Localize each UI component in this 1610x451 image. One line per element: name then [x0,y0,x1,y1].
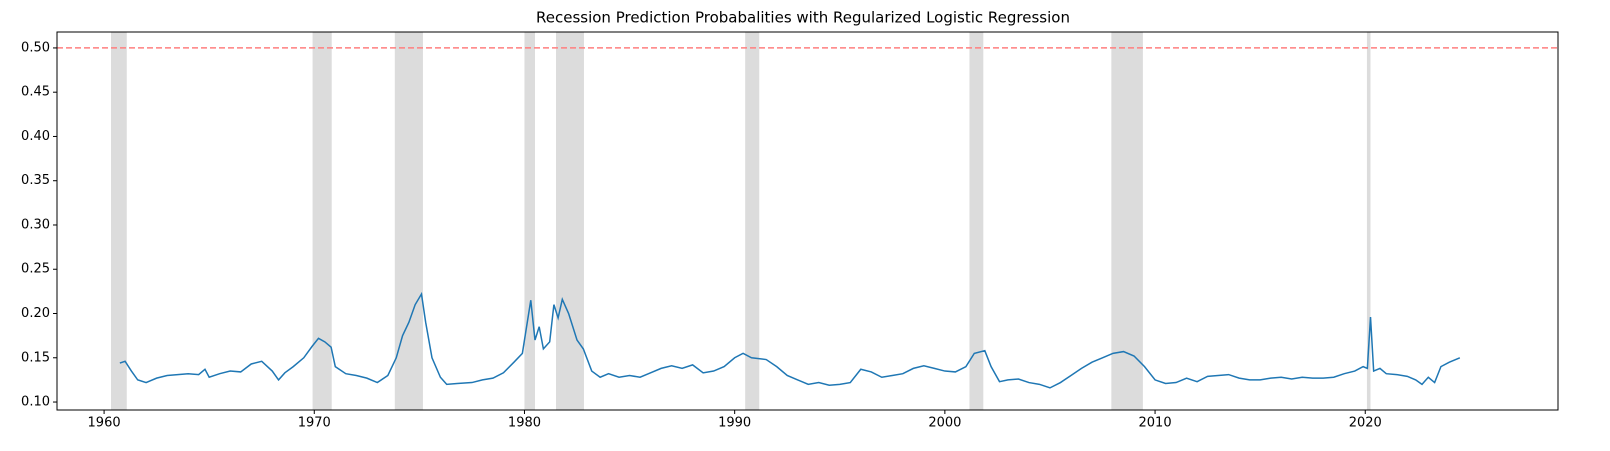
recession-band [556,32,584,410]
x-tick-label: 2010 [1139,416,1172,431]
y-tick-label: 0.45 [21,85,50,100]
recession-band [745,32,760,410]
recession-band [1366,32,1371,410]
recession-band [111,32,127,410]
data-line [119,291,1461,389]
recession-band [394,32,423,410]
y-tick-label: 0.35 [21,173,50,188]
plot-frame [56,31,1559,411]
x-tick-label: 1960 [88,416,121,431]
y-tick-label: 0.20 [21,306,50,321]
x-tick-label: 2020 [1349,416,1382,431]
y-tick-label: 0.15 [21,350,50,365]
x-tick-label: 1980 [508,416,541,431]
y-tick-label: 0.30 [21,217,50,232]
y-tick-label: 0.25 [21,262,50,277]
y-tick-label: 0.10 [21,395,50,410]
recession-band [1111,32,1143,410]
x-tick-label: 2000 [928,416,961,431]
y-tick-label: 0.40 [21,129,50,144]
x-tick-label: 1990 [718,416,751,431]
recession-band [969,32,984,410]
y-tick-label: 0.50 [21,40,50,55]
chart-title: Recession Prediction Probabalities with … [536,9,1070,27]
recession-band [524,32,535,410]
x-tick-label: 1970 [298,416,331,431]
recession-band [312,32,332,410]
